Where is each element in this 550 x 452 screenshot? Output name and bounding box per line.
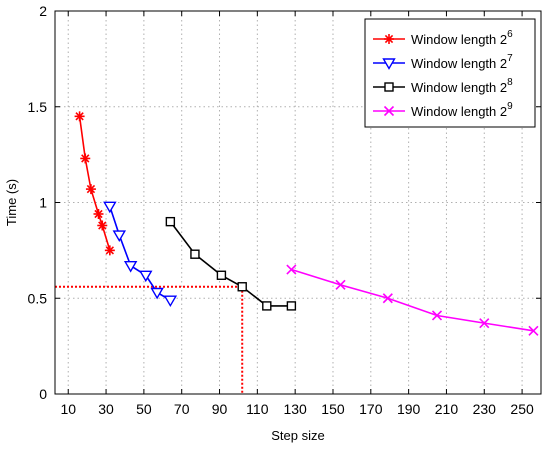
series-7 — [103, 201, 178, 308]
x-tick-label: 250 — [510, 401, 534, 417]
data-point — [384, 82, 394, 92]
x-tick-label: 150 — [321, 401, 345, 417]
data-point — [103, 201, 117, 214]
legend-label: Window length 27 — [411, 53, 513, 71]
data-point — [190, 249, 200, 259]
series-9 — [286, 264, 539, 336]
series-8 — [165, 216, 297, 311]
legend-entry: Window length 27 — [373, 53, 513, 71]
legend-entry: Window length 26 — [373, 29, 513, 47]
x-tick-label: 230 — [473, 401, 497, 417]
data-point — [97, 220, 108, 231]
x-tick-label: 130 — [283, 401, 307, 417]
data-point — [163, 295, 178, 308]
y-tick-label: 2 — [39, 3, 47, 19]
x-axis-label: Step size — [271, 428, 324, 443]
y-tick-label: 1 — [39, 195, 47, 211]
x-tick-label: 70 — [174, 401, 190, 417]
legend-entry: Window length 28 — [373, 77, 513, 95]
data-point — [528, 325, 539, 336]
y-tick-label: 0.5 — [28, 290, 48, 306]
x-tick-label: 170 — [359, 401, 383, 417]
data-point — [80, 153, 91, 164]
data-point — [165, 216, 176, 227]
data-point — [112, 230, 127, 242]
data-point — [286, 264, 297, 275]
y-axis-label: Time (s) — [4, 179, 19, 226]
y-tick-label: 0 — [39, 386, 47, 402]
y-tick-label: 1.5 — [28, 99, 48, 115]
data-point — [431, 310, 443, 321]
x-tick-label: 10 — [60, 401, 76, 417]
legend-label: Window length 26 — [411, 29, 513, 47]
data-point — [123, 260, 138, 273]
series-line — [291, 268, 534, 332]
x-tick-label: 50 — [136, 401, 152, 417]
data-point — [93, 208, 104, 219]
data-point — [150, 287, 164, 300]
x-tick-label: 30 — [98, 401, 114, 417]
data-point — [216, 270, 227, 280]
data-point — [335, 279, 346, 290]
data-point — [286, 301, 297, 311]
data-point — [384, 34, 394, 44]
series-6 — [74, 111, 115, 256]
legend-label: Window length 29 — [411, 101, 513, 119]
legend-entry: Window length 29 — [373, 101, 513, 119]
data-point — [382, 293, 393, 304]
data-point — [382, 58, 396, 70]
legend-label: Window length 28 — [411, 77, 513, 95]
data-point — [139, 270, 153, 283]
data-point — [479, 318, 490, 329]
data-point — [383, 105, 395, 117]
data-point — [262, 301, 272, 311]
x-tick-label: 190 — [397, 401, 421, 417]
data-point — [104, 245, 115, 256]
data-point — [237, 282, 247, 292]
legend-box — [364, 18, 536, 128]
x-tick-label: 90 — [212, 401, 228, 417]
series-line — [78, 116, 111, 251]
x-tick-label: 110 — [246, 401, 269, 417]
data-point — [85, 184, 96, 195]
data-point — [74, 111, 85, 122]
x-tick-label: 210 — [435, 401, 459, 417]
